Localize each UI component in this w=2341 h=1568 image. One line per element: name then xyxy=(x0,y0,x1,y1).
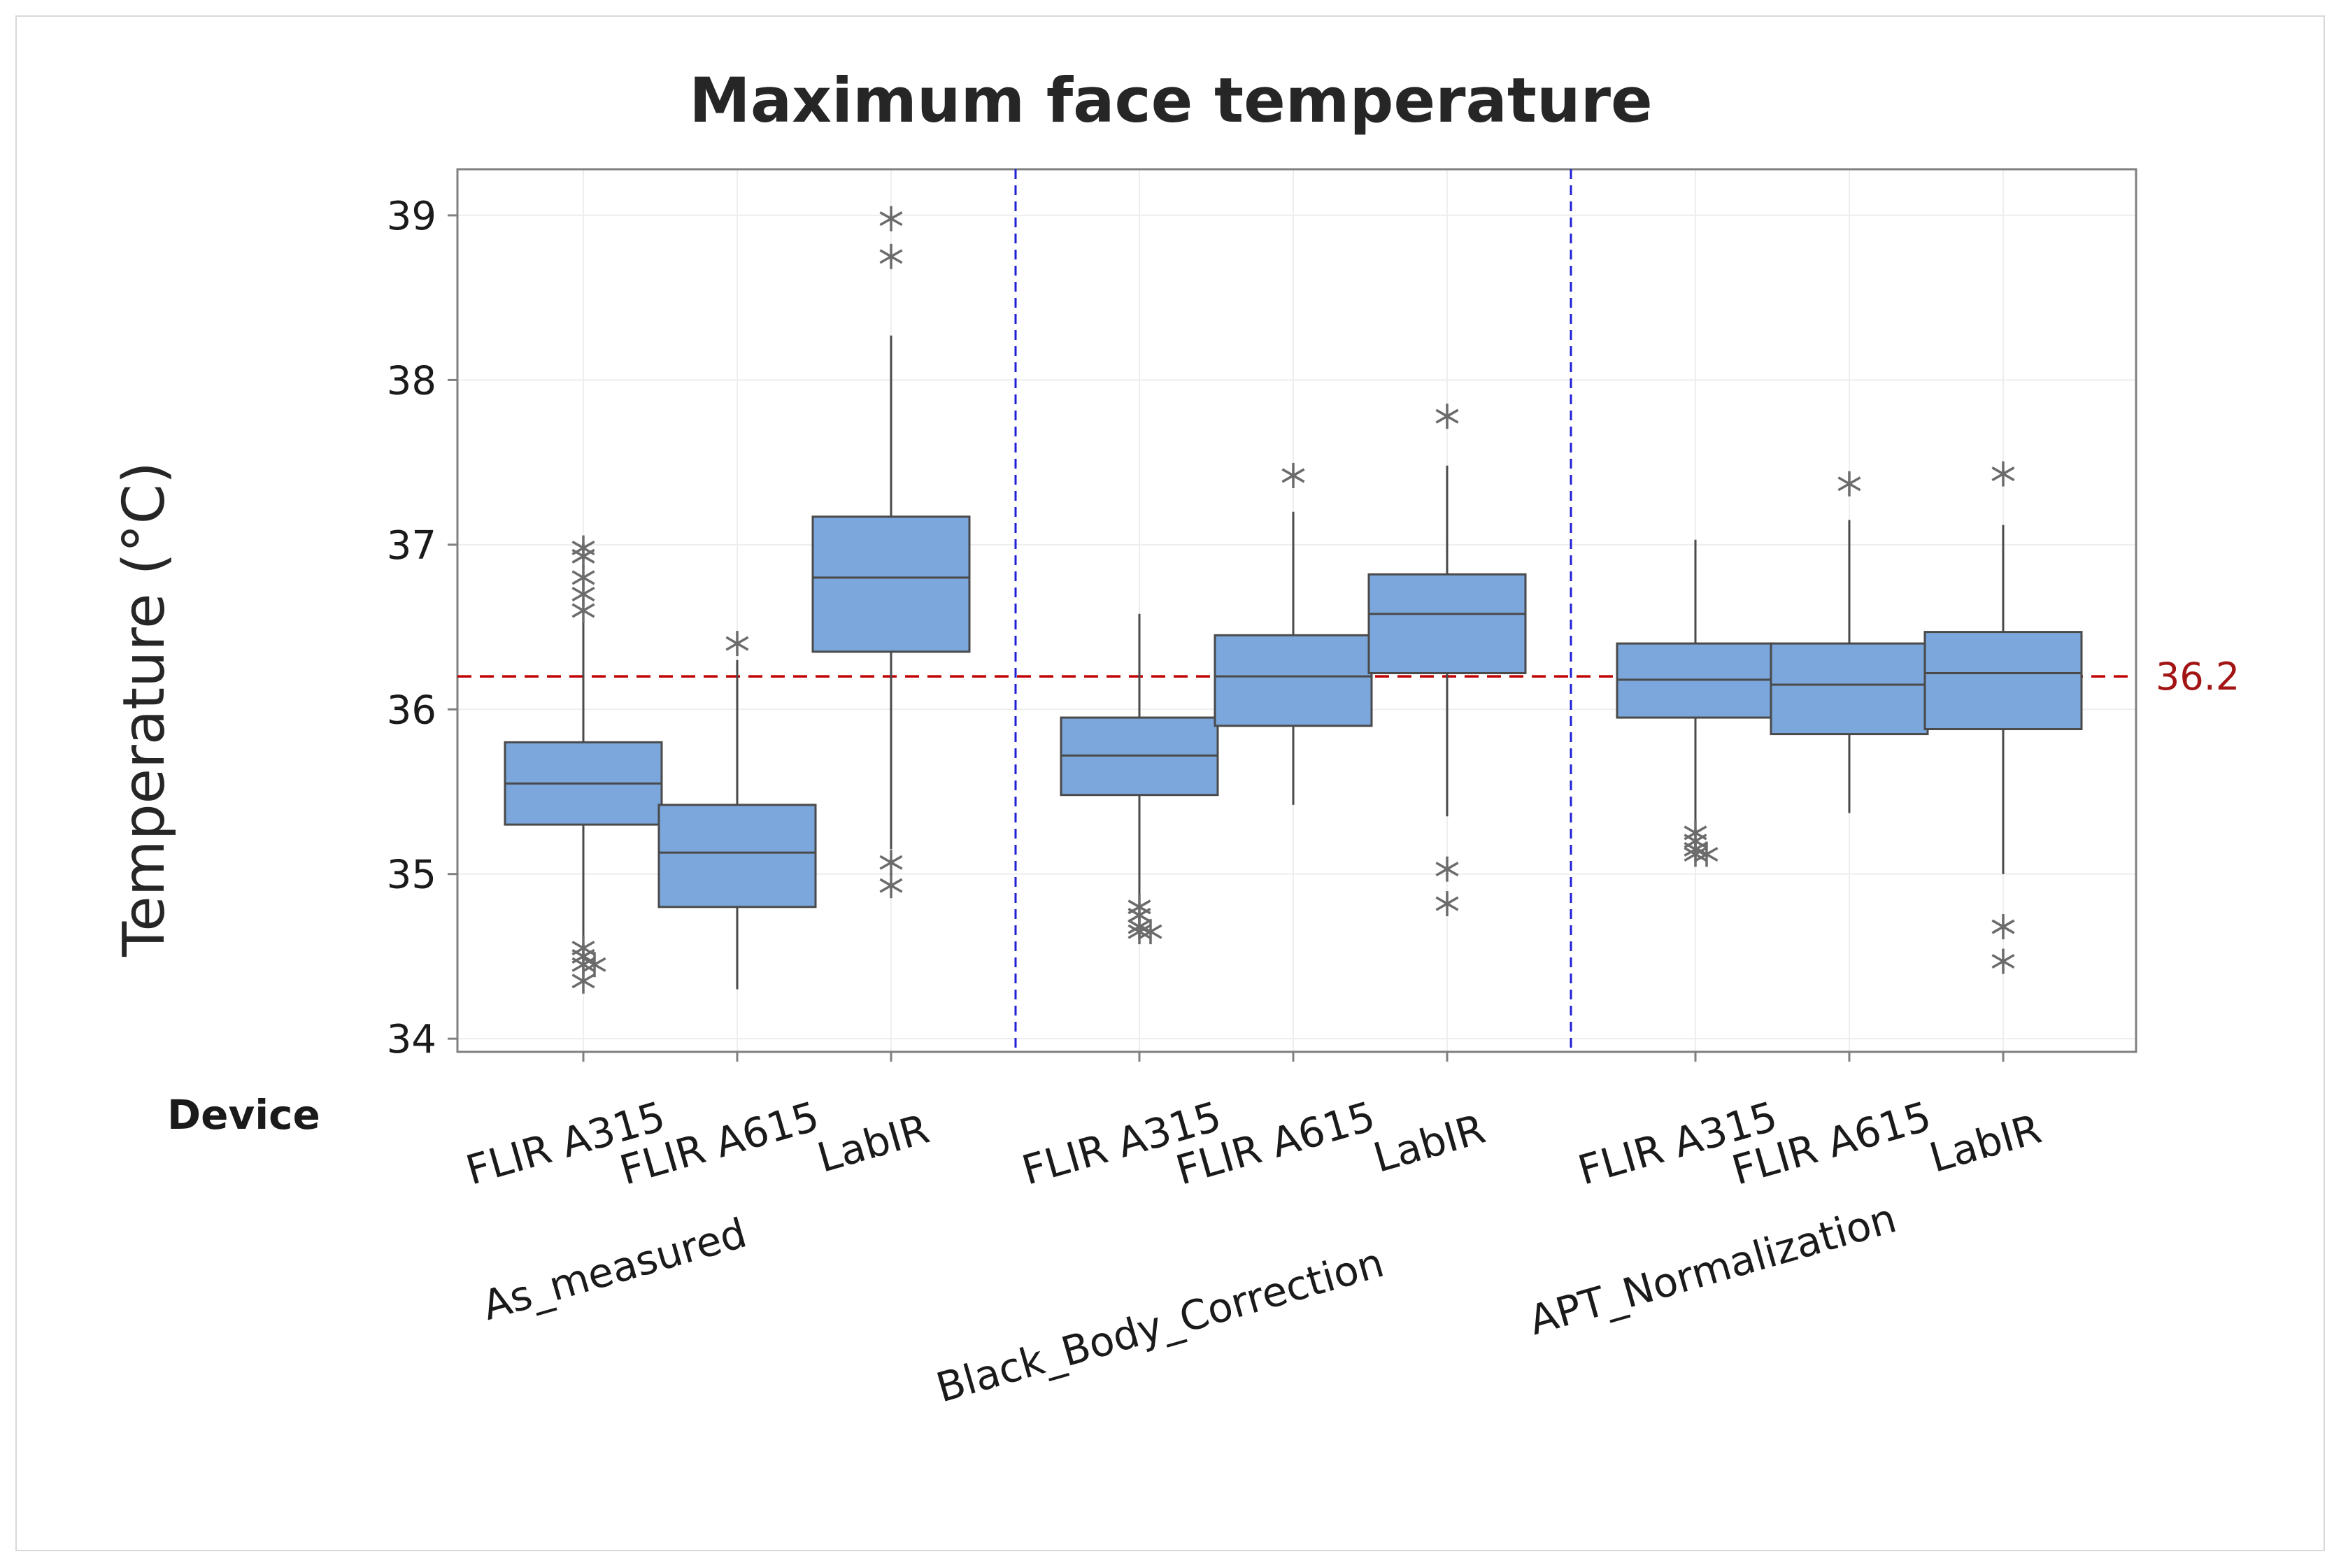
outlier-marker xyxy=(1991,914,2015,940)
x-tick-label: LabIR xyxy=(1924,1105,2047,1182)
group-label: Black_Body_Correction xyxy=(931,1239,1389,1412)
box-APT_Normalization-FLIR-A615 xyxy=(1770,642,1929,736)
outlier-marker xyxy=(1281,462,1305,488)
outlier-marker xyxy=(571,543,595,569)
y-tick-label: 37 xyxy=(387,523,436,569)
plot-border xyxy=(456,168,2137,1053)
outlier-marker xyxy=(879,243,903,269)
y-tick-label: 36 xyxy=(387,687,436,733)
box-APT_Normalization-LabIR xyxy=(1923,631,2083,731)
outlier-marker xyxy=(571,598,595,623)
outlier-marker xyxy=(1991,948,2015,974)
box-As_measured-LabIR xyxy=(811,515,971,653)
group-label: APT_Normalization xyxy=(1524,1194,1902,1344)
y-tick-label: 38 xyxy=(387,358,436,404)
box-As_measured-FLIR-A615 xyxy=(657,804,817,908)
y-tick-label: 34 xyxy=(387,1017,436,1062)
outlier-marker xyxy=(879,206,903,231)
outlier-marker xyxy=(583,952,606,978)
reference-line-label: 36.2 xyxy=(2156,655,2240,699)
outlier-marker xyxy=(1435,891,1459,917)
outlier-marker xyxy=(1695,841,1719,867)
outlier-marker xyxy=(879,850,903,876)
y-axis-label: Temperature (°C) xyxy=(111,462,178,957)
outlier-marker xyxy=(1435,404,1459,429)
outlier-marker xyxy=(1684,841,1707,867)
figure-frame: Maximum face temperature Temperature (°C… xyxy=(15,15,2325,1551)
y-tick-label: 35 xyxy=(387,853,436,898)
outlier-marker xyxy=(1127,919,1151,945)
outlier-marker xyxy=(725,631,749,657)
outlier-marker xyxy=(571,968,595,994)
outlier-marker xyxy=(1991,461,2015,487)
y-tick-label: 39 xyxy=(387,194,436,239)
box-Black_Body_Correction-FLIR-A615 xyxy=(1214,634,1373,727)
outlier-marker xyxy=(1435,856,1459,882)
chart-title: Maximum face temperature xyxy=(689,64,1652,136)
group-label: As_measured xyxy=(477,1209,751,1330)
x-tick-label: LabIR xyxy=(1368,1105,1490,1182)
x-axis-label: Device xyxy=(167,1091,320,1139)
boxplot-chart: Maximum face temperature Temperature (°C… xyxy=(111,64,2240,1412)
x-tick-label: LabIR xyxy=(812,1105,934,1182)
outlier-marker xyxy=(1139,919,1162,945)
box-Black_Body_Correction-LabIR xyxy=(1367,573,1527,674)
outlier-marker xyxy=(1837,471,1861,497)
outlier-marker xyxy=(879,873,903,899)
